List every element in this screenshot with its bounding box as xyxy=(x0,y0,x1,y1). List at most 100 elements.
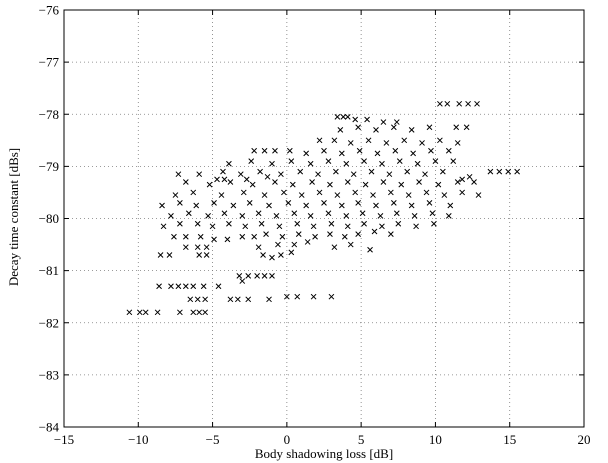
data-point xyxy=(303,202,310,209)
data-point xyxy=(297,168,304,175)
data-point xyxy=(261,272,268,279)
data-point xyxy=(337,127,344,133)
data-point xyxy=(331,137,338,144)
data-point xyxy=(285,200,292,206)
data-point xyxy=(245,296,252,303)
data-point xyxy=(344,179,351,185)
data-point xyxy=(136,309,143,316)
data-point xyxy=(393,210,400,217)
y-tick-label: −82 xyxy=(39,315,59,330)
data-point xyxy=(194,244,201,251)
data-point xyxy=(194,220,201,227)
data-point xyxy=(194,296,201,303)
data-point xyxy=(514,168,520,175)
data-point xyxy=(182,283,189,290)
data-point xyxy=(383,140,390,146)
data-point xyxy=(344,223,351,230)
data-point xyxy=(175,171,182,178)
data-point xyxy=(373,127,379,133)
data-point xyxy=(429,210,436,217)
data-point xyxy=(390,124,397,131)
data-point xyxy=(355,231,362,237)
data-point xyxy=(288,249,295,256)
data-point xyxy=(254,272,260,279)
x-tick-label: 20 xyxy=(578,432,591,447)
data-point xyxy=(239,278,246,284)
data-point xyxy=(388,231,394,237)
data-point xyxy=(215,283,222,290)
data-point xyxy=(278,171,284,178)
data-point xyxy=(166,252,173,258)
data-point xyxy=(248,158,255,165)
data-point xyxy=(177,200,183,206)
data-point xyxy=(260,252,266,258)
data-point xyxy=(328,220,335,227)
data-point xyxy=(347,140,354,146)
data-point xyxy=(450,158,457,165)
data-point xyxy=(209,223,216,230)
data-point xyxy=(272,147,278,154)
data-point xyxy=(408,127,415,133)
data-point xyxy=(422,171,428,178)
x-tick-label: 10 xyxy=(429,432,442,447)
data-point xyxy=(475,192,482,198)
data-point xyxy=(196,171,203,178)
data-point xyxy=(295,231,302,237)
data-point xyxy=(340,114,347,120)
data-point xyxy=(398,181,405,188)
data-point xyxy=(327,181,333,188)
data-point xyxy=(272,179,278,185)
x-tick-label: 15 xyxy=(503,432,516,447)
x-tick-label: −10 xyxy=(128,432,148,447)
data-point xyxy=(411,213,418,219)
data-point xyxy=(344,114,351,120)
data-point xyxy=(193,202,200,209)
data-point xyxy=(505,168,512,175)
data-point xyxy=(333,168,339,175)
data-point xyxy=(362,181,369,188)
data-point xyxy=(266,202,272,209)
data-point xyxy=(185,210,192,217)
data-point xyxy=(177,309,183,316)
data-point xyxy=(239,233,246,240)
data-point xyxy=(214,176,220,183)
x-tick-label: 5 xyxy=(358,432,365,447)
data-point xyxy=(359,210,366,217)
data-point xyxy=(255,244,262,251)
data-point xyxy=(273,213,280,219)
data-point xyxy=(246,200,253,206)
data-point xyxy=(437,100,443,107)
y-tick-label: −80 xyxy=(39,211,59,226)
data-point xyxy=(371,228,378,235)
data-point xyxy=(202,296,208,303)
data-point xyxy=(226,160,232,167)
data-point xyxy=(200,283,207,290)
data-point xyxy=(224,236,231,243)
x-axis-label: Body shadowing loss [dB] xyxy=(255,446,393,461)
data-point xyxy=(459,189,466,196)
data-point xyxy=(172,192,179,198)
data-point xyxy=(393,119,400,125)
data-point xyxy=(334,192,341,198)
data-point xyxy=(226,220,232,227)
data-point xyxy=(182,179,189,185)
data-point xyxy=(338,202,345,209)
data-point xyxy=(325,158,332,165)
data-point xyxy=(487,168,494,175)
data-point xyxy=(315,171,321,178)
data-point xyxy=(328,293,335,300)
data-point xyxy=(243,176,250,183)
data-point xyxy=(413,223,419,230)
data-point xyxy=(258,220,265,227)
data-point xyxy=(456,100,463,107)
data-point xyxy=(316,189,323,196)
x-tick-label: −15 xyxy=(54,432,74,447)
data-point xyxy=(220,168,226,175)
y-tick-label: −81 xyxy=(39,263,59,278)
data-point xyxy=(206,181,213,188)
data-point xyxy=(218,192,225,198)
data-point xyxy=(126,309,133,316)
data-point xyxy=(388,189,394,196)
data-point xyxy=(249,181,256,188)
data-point xyxy=(261,147,268,154)
